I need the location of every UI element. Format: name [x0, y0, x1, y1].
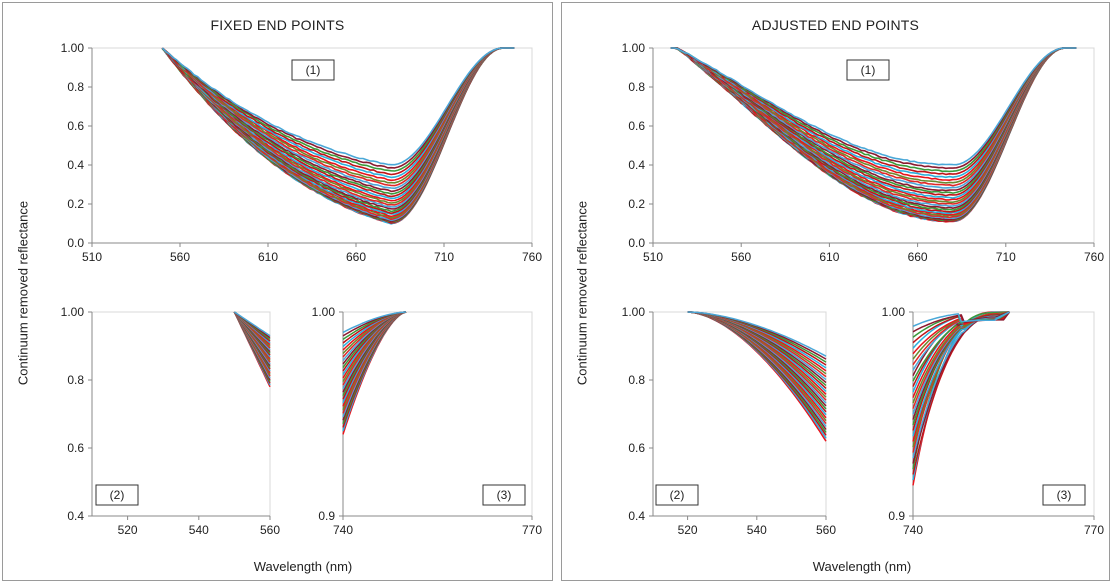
- y-tick-label: 0.6: [67, 119, 84, 133]
- subplot-label-box: [95, 484, 139, 506]
- y-tick-label: 0.4: [67, 158, 84, 172]
- subplot-adjusted-2: 520 540 560 0.4 0.6 0.8 1.00 (2): [622, 305, 837, 537]
- x-tick-label: 610: [819, 250, 839, 264]
- y-tick-label: 0.6: [628, 441, 645, 455]
- spectrum-curve: [233, 311, 271, 337]
- spectrum-curve: [912, 311, 1010, 327]
- y-tick-label: 0.0: [67, 236, 84, 250]
- x-tick-label: 770: [1084, 523, 1104, 537]
- x-tick-label: 520: [678, 523, 698, 537]
- subplot-fixed-1: 510 560 610 660 710 760 0.0 0.2 0.4 0.6 0.8 1.00 (1): [61, 41, 543, 264]
- subplot-adjusted-1: 510 560 610 660 710 760 0.0 0.2 0.4 0.6 0.8 1.00 (1): [622, 41, 1105, 264]
- spectrum-curve: [161, 47, 515, 213]
- y-tick-label: 1.00: [312, 305, 336, 319]
- subplot-label: (2): [670, 488, 685, 502]
- x-tick-label: 560: [260, 523, 280, 537]
- y-tick-label: 0.2: [628, 197, 645, 211]
- subplot-label: (3): [1057, 488, 1072, 502]
- y-tick-label: 1.00: [61, 41, 85, 55]
- subplot-label: (1): [306, 63, 321, 77]
- x-tick-label: 710: [434, 250, 454, 264]
- subplot-label-box: [482, 484, 526, 506]
- y-tick-label: 0.9: [888, 509, 905, 523]
- x-tick-label: 710: [996, 250, 1016, 264]
- subplot-label-box: [846, 59, 890, 81]
- y-tick-label: 1.00: [622, 305, 646, 319]
- y-tick-label: 0.4: [628, 158, 645, 172]
- subplot-fixed-3: 740 770 0.9 1.00 (3): [312, 305, 543, 537]
- y-tick-label: 1.00: [882, 305, 906, 319]
- x-tick-label: 560: [170, 250, 190, 264]
- spectrum-curve: [161, 47, 515, 182]
- x-tick-label: 510: [643, 250, 663, 264]
- spectrum-curve: [670, 47, 1077, 166]
- spectrum-curve: [161, 47, 515, 221]
- x-tick-label: 560: [731, 250, 751, 264]
- x-axis-label: Wavelength (nm): [812, 559, 912, 574]
- x-tick-label: 610: [258, 250, 278, 264]
- x-tick-label: 510: [82, 250, 102, 264]
- spectrum-curve: [161, 47, 515, 166]
- y-tick-label: 0.4: [67, 509, 84, 523]
- x-tick-label: 560: [816, 523, 836, 537]
- subplot-adjusted-3: 740 770 0.9 1.00 (3): [882, 305, 1105, 537]
- x-tick-label: 540: [747, 523, 767, 537]
- panel-title: ADJUSTED END POINTS: [751, 17, 920, 33]
- subplot-label-box: [1042, 484, 1086, 506]
- spectrum-curve: [670, 47, 1077, 170]
- spectrum-curve: [161, 47, 515, 198]
- y-tick-label: 0.8: [628, 373, 645, 387]
- spectrum-curve: [687, 311, 827, 357]
- y-tick-label: 0.6: [67, 441, 84, 455]
- y-tick-label: 0.4: [628, 509, 645, 523]
- subplot-label-box: [291, 59, 335, 81]
- y-tick-label: 0.6: [628, 119, 645, 133]
- x-tick-label: 740: [333, 523, 353, 537]
- y-tick-label: 0.2: [67, 197, 84, 211]
- subplot-label: (3): [497, 488, 512, 502]
- y-tick-label: 1.00: [61, 305, 85, 319]
- y-tick-label: 0.8: [67, 80, 84, 94]
- x-tick-label: 760: [1084, 250, 1104, 264]
- x-tick-label: 520: [118, 523, 138, 537]
- panel-title: FIXED END POINTS: [210, 17, 345, 33]
- subplot-label: (2): [110, 488, 125, 502]
- y-tick-label: 0.8: [628, 80, 645, 94]
- y-tick-label: 0.0: [628, 236, 645, 250]
- spectrum-curve: [342, 311, 407, 334]
- spectrum-curve: [161, 47, 515, 202]
- x-tick-label: 660: [346, 250, 366, 264]
- subplot-label: (1): [861, 63, 876, 77]
- subplot-fixed-2: 520 540 560 0.4 0.6 0.8 1.00 (2): [61, 305, 281, 537]
- x-axis-label: Wavelength (nm): [253, 559, 353, 574]
- y-tick-label: 1.00: [622, 41, 646, 55]
- y-tick-label: 0.8: [67, 373, 84, 387]
- x-tick-label: 760: [522, 250, 542, 264]
- x-tick-label: 740: [903, 523, 923, 537]
- x-tick-label: 660: [908, 250, 928, 264]
- y-tick-label: 0.9: [318, 509, 335, 523]
- subplot-label-box: [655, 484, 699, 506]
- x-tick-label: 540: [189, 523, 209, 537]
- x-tick-label: 770: [522, 523, 542, 537]
